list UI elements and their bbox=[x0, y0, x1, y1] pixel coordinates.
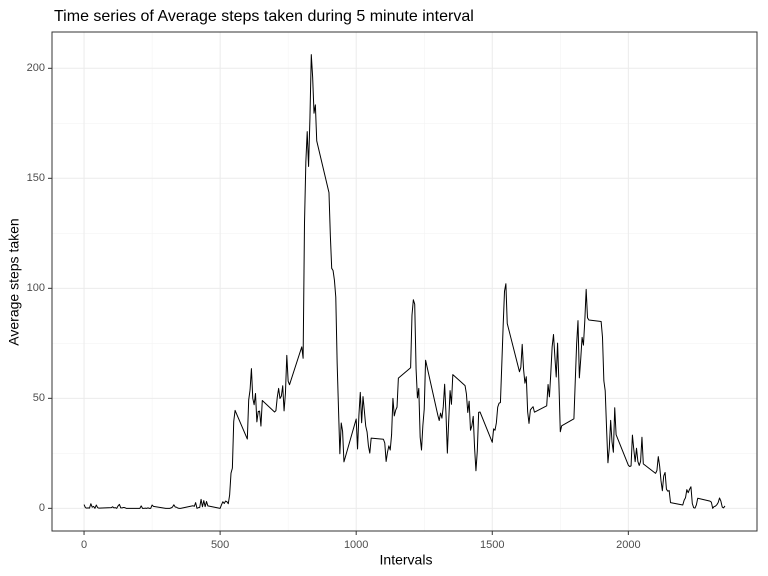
x-axis-label: Intervals bbox=[380, 552, 433, 568]
panel-border bbox=[51, 31, 758, 532]
y-tick-label: 0 bbox=[39, 502, 45, 514]
y-axis-label: Average steps taken bbox=[6, 218, 22, 345]
y-tick-label: 200 bbox=[27, 62, 45, 74]
y-tick-label: 50 bbox=[33, 392, 45, 404]
line-series bbox=[83, 54, 726, 509]
chart-title: Time series of Average steps taken durin… bbox=[54, 8, 474, 25]
x-tick-label: 2000 bbox=[616, 539, 640, 551]
y-tick-label: 150 bbox=[27, 172, 45, 184]
x-tick-label: 1000 bbox=[344, 539, 368, 551]
x-tick-label: 1500 bbox=[480, 539, 504, 551]
x-tick-label: 0 bbox=[81, 539, 87, 551]
x-tick-label: 500 bbox=[211, 539, 229, 551]
y-tick-label: 100 bbox=[27, 282, 45, 294]
